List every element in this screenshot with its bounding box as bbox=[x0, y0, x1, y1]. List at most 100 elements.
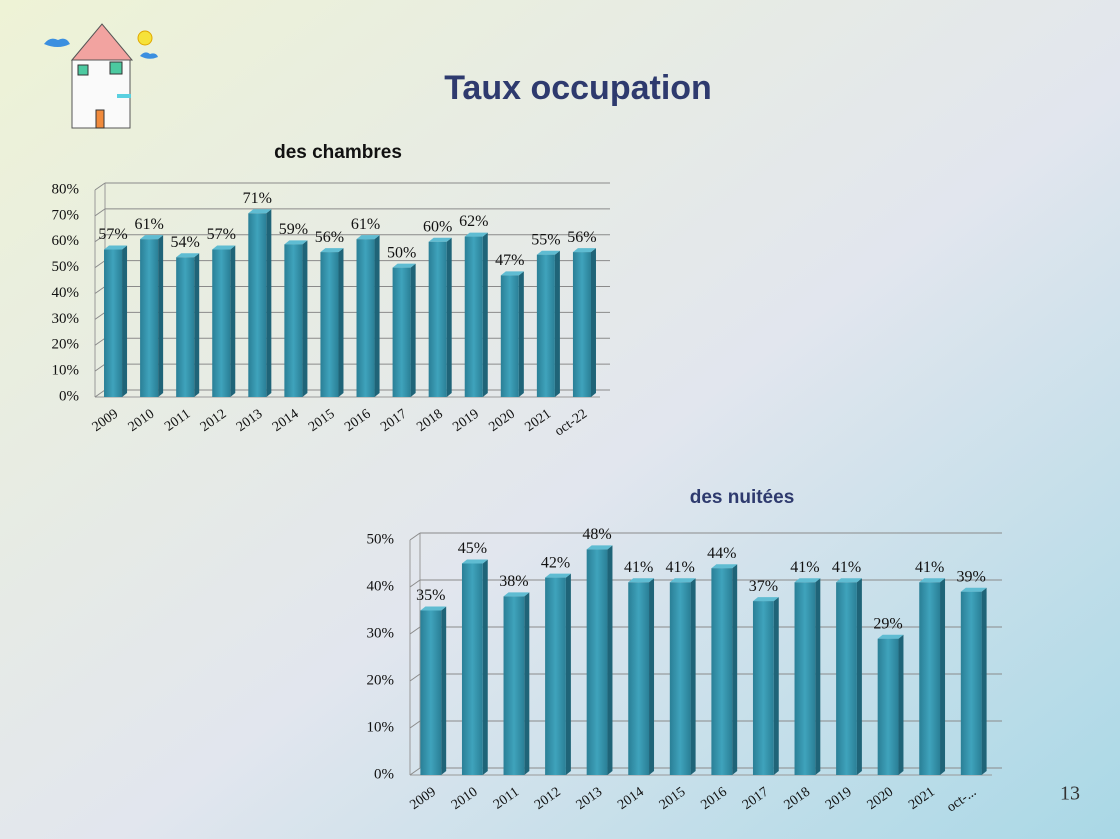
bar-top bbox=[586, 545, 613, 550]
bar-side bbox=[590, 248, 596, 397]
bar-top bbox=[420, 606, 447, 611]
grid-slant bbox=[409, 579, 421, 588]
bar bbox=[320, 252, 339, 397]
bar bbox=[248, 213, 267, 397]
bar-side bbox=[815, 578, 821, 775]
bar bbox=[877, 638, 899, 775]
data-label: 41% bbox=[832, 559, 861, 576]
bar-top bbox=[356, 235, 380, 240]
bar-top bbox=[960, 587, 987, 592]
bar bbox=[464, 236, 483, 397]
data-label: 47% bbox=[495, 252, 524, 269]
bar-side bbox=[482, 559, 488, 775]
data-label: 45% bbox=[458, 540, 487, 557]
data-label: 61% bbox=[351, 216, 380, 233]
data-label: 59% bbox=[279, 221, 308, 238]
bar-side bbox=[441, 606, 447, 775]
data-label: 41% bbox=[790, 559, 819, 576]
bar-side bbox=[230, 245, 236, 397]
bar-side bbox=[898, 634, 904, 775]
y-tick-label: 20% bbox=[52, 337, 80, 353]
bar bbox=[669, 582, 691, 775]
bar-top bbox=[836, 578, 862, 583]
grid-slant bbox=[94, 234, 106, 243]
grid-slant bbox=[94, 389, 106, 398]
bar-side bbox=[374, 235, 380, 397]
data-label: 29% bbox=[873, 615, 902, 632]
data-label: 57% bbox=[98, 226, 127, 243]
bar-side bbox=[732, 564, 738, 775]
y-tick-label: 0% bbox=[374, 766, 394, 782]
bar-side bbox=[773, 597, 779, 775]
bar-top bbox=[572, 248, 596, 253]
bar-top bbox=[392, 263, 416, 268]
bar-side bbox=[524, 592, 530, 775]
data-label: 71% bbox=[243, 190, 272, 207]
data-label: 35% bbox=[416, 587, 445, 604]
y-tick-label: 30% bbox=[52, 311, 80, 327]
bar-side bbox=[266, 209, 272, 397]
data-label: 50% bbox=[387, 244, 416, 261]
grid-slant bbox=[94, 260, 106, 269]
bar-side bbox=[446, 237, 452, 397]
bar-side bbox=[607, 545, 613, 775]
bar-top bbox=[503, 592, 530, 597]
grid-slant bbox=[409, 720, 421, 729]
bar-top bbox=[212, 245, 236, 250]
bar bbox=[420, 610, 442, 775]
slide-title: Taux occupation bbox=[444, 69, 712, 107]
data-label: 41% bbox=[666, 559, 695, 576]
bar-top bbox=[140, 235, 164, 240]
grid-slant bbox=[94, 311, 106, 320]
data-label: 57% bbox=[207, 226, 236, 243]
bar bbox=[104, 249, 123, 397]
bar-top bbox=[284, 240, 308, 245]
y-tick-label: 80% bbox=[52, 181, 80, 197]
grid-slant bbox=[409, 626, 421, 635]
y-tick-label: 20% bbox=[367, 672, 395, 688]
bar bbox=[919, 582, 941, 775]
bar bbox=[960, 591, 982, 775]
bar bbox=[711, 568, 733, 775]
bar-side bbox=[410, 263, 416, 397]
grid-slant bbox=[94, 182, 106, 191]
bar bbox=[628, 582, 650, 775]
data-label: 41% bbox=[624, 559, 653, 576]
bar-side bbox=[554, 250, 560, 397]
y-tick-label: 50% bbox=[367, 531, 395, 547]
bar-top bbox=[248, 209, 272, 214]
house-icon bbox=[44, 23, 158, 129]
data-label: 38% bbox=[499, 573, 528, 590]
bar-side bbox=[649, 578, 655, 775]
grid-slant bbox=[409, 767, 421, 776]
bar bbox=[794, 582, 816, 775]
bar bbox=[212, 249, 231, 397]
y-tick-label: 60% bbox=[52, 233, 80, 249]
bar-side bbox=[856, 578, 862, 775]
grid-slant bbox=[94, 286, 106, 294]
bar-top bbox=[428, 237, 452, 242]
bar bbox=[461, 563, 483, 775]
bar bbox=[503, 596, 525, 775]
bar-side bbox=[518, 271, 524, 397]
bar bbox=[140, 239, 159, 397]
data-label: 61% bbox=[134, 216, 163, 233]
bar bbox=[836, 582, 857, 775]
y-tick-label: 40% bbox=[52, 285, 80, 301]
bar-top bbox=[176, 253, 200, 258]
bar-side bbox=[302, 240, 308, 397]
bar-top bbox=[536, 250, 560, 255]
bar bbox=[752, 601, 774, 775]
bar bbox=[500, 275, 519, 397]
bar-top bbox=[104, 245, 128, 250]
bar-top bbox=[794, 578, 821, 583]
bar-side bbox=[338, 248, 344, 397]
bar-top bbox=[628, 578, 655, 583]
bar bbox=[176, 257, 195, 397]
data-label: 37% bbox=[749, 578, 778, 595]
data-label: 48% bbox=[582, 526, 611, 543]
y-tick-label: 40% bbox=[367, 578, 395, 594]
data-label: 41% bbox=[915, 559, 944, 576]
y-tick-label: 30% bbox=[367, 625, 395, 641]
